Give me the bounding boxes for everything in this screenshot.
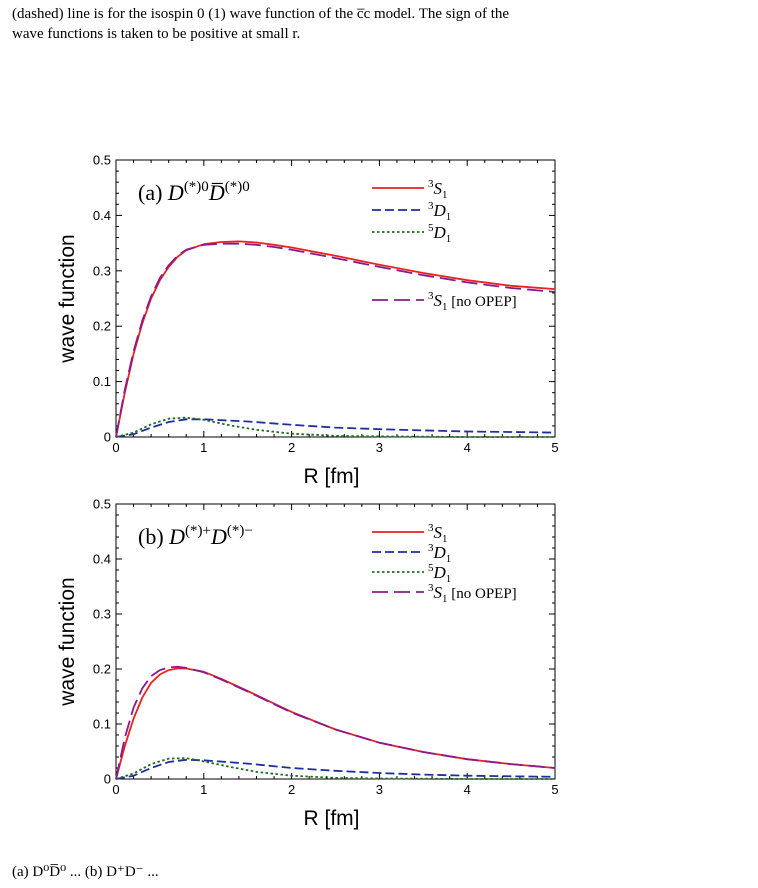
legend-entry: 3S1 bbox=[428, 522, 448, 545]
y-tick-label: 0.4 bbox=[93, 552, 111, 567]
legend-entry: 3S1 bbox=[428, 178, 448, 201]
y-tick-label: 0 bbox=[104, 430, 111, 445]
y-tick-label: 0.5 bbox=[93, 497, 111, 512]
y-tick-label: 0.1 bbox=[93, 374, 111, 389]
legend-entry: 3D1 bbox=[428, 200, 451, 223]
y-tick-label: 0 bbox=[104, 772, 111, 787]
x-tick-label: 4 bbox=[464, 440, 471, 455]
y-tick-label: 0.1 bbox=[93, 717, 111, 732]
x-axis-label: R [fm] bbox=[304, 807, 360, 830]
panel-title: (b) D(*)+D(*)− bbox=[138, 523, 253, 549]
x-tick-label: 2 bbox=[288, 782, 295, 797]
legend-entry: 5D1 bbox=[428, 222, 451, 245]
x-tick-label: 2 bbox=[288, 440, 295, 455]
series-line-3d1 bbox=[115, 418, 556, 438]
legend-entry: 3D1 bbox=[428, 542, 451, 565]
caption-bottom: (a) D⁰D̅⁰ ... (b) D⁺D⁻ ... bbox=[12, 864, 159, 880]
y-tick-label: 0.3 bbox=[93, 263, 111, 278]
legend-entry: 5D1 bbox=[428, 562, 451, 585]
x-tick-label: 1 bbox=[200, 440, 207, 455]
caption-top: (dashed) line is for the isospin 0 (1) w… bbox=[12, 4, 752, 44]
legend-entry: 3S1 [no OPEP] bbox=[428, 582, 517, 605]
y-tick-label: 0.2 bbox=[93, 662, 111, 677]
x-tick-label: 3 bbox=[376, 782, 383, 797]
plot-frame bbox=[115, 503, 556, 780]
x-tick-label: 0 bbox=[112, 440, 119, 455]
y-tick-label: 0.5 bbox=[93, 153, 111, 168]
legend-entry: 3S1 [no OPEP] bbox=[428, 290, 517, 313]
x-tick-label: 4 bbox=[464, 782, 471, 797]
panel-title: (a) D(*)0D̅(*)0 bbox=[138, 179, 250, 205]
x-tick-label: 5 bbox=[551, 440, 558, 455]
x-axis-label: R [fm] bbox=[304, 465, 360, 488]
chart-panel-a: 0 1 2 3 4 5 0 0.1 0.2 0.3 0.4 0.5 R [fm] wave functio… bbox=[56, 153, 559, 489]
caption-top-line1: (dashed) line is for the isospin 0 (1) w… bbox=[12, 6, 510, 22]
series-line-3s1-no-opep- bbox=[115, 665, 556, 780]
x-tick-label: 3 bbox=[376, 440, 383, 455]
plot-frame bbox=[115, 159, 556, 438]
caption-top-line2: wave functions is taken to be positive a… bbox=[12, 26, 301, 42]
y-tick-label: 0.4 bbox=[93, 208, 111, 223]
x-tick-label: 0 bbox=[112, 782, 119, 797]
y-axis-label: wave function bbox=[56, 234, 79, 363]
series-line-3s1-no-opep- bbox=[115, 242, 556, 438]
x-tick-label: 5 bbox=[551, 782, 558, 797]
series-line-3s1 bbox=[115, 240, 556, 438]
x-tick-label: 1 bbox=[200, 782, 207, 797]
chart-panel-b: 0 1 2 3 4 5 0 0.1 0.2 0.3 0.4 0.5 R [fm] wave functio… bbox=[56, 497, 559, 831]
y-tick-label: 0.2 bbox=[93, 319, 111, 334]
y-axis-label: wave function bbox=[56, 577, 79, 706]
series-line-3d1 bbox=[115, 758, 556, 780]
y-tick-label: 0.3 bbox=[93, 607, 111, 622]
